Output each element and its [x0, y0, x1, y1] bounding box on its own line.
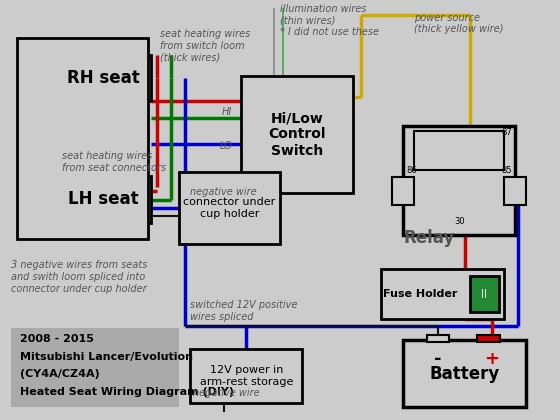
Text: switched 12V positive
wires spliced: switched 12V positive wires spliced [190, 300, 298, 322]
Text: -: - [434, 350, 441, 368]
Text: 30: 30 [454, 216, 464, 226]
Text: seat heating wires
from switch loom
(thick wires): seat heating wires from switch loom (thi… [160, 29, 250, 63]
Text: Mitsubishi Lancer/Evolution: Mitsubishi Lancer/Evolution [20, 352, 193, 362]
Text: illumination wires
(thin wires)
* I did not use these: illumination wires (thin wires) * I did … [280, 4, 379, 37]
Text: power source
(thick yellow wire): power source (thick yellow wire) [414, 13, 504, 34]
Text: +: + [484, 350, 500, 368]
FancyBboxPatch shape [403, 340, 526, 407]
Text: LH seat: LH seat [68, 191, 139, 208]
FancyBboxPatch shape [392, 177, 414, 205]
Text: 3 negative wires from seats
and swith loom spliced into
connector under cup hold: 3 negative wires from seats and swith lo… [11, 260, 148, 294]
Text: 85: 85 [502, 166, 512, 175]
FancyBboxPatch shape [11, 328, 179, 407]
Text: connector under
cup holder: connector under cup holder [184, 197, 276, 219]
Text: 86: 86 [406, 166, 417, 175]
Text: Heated Seat Wiring Diagram (DIY): Heated Seat Wiring Diagram (DIY) [20, 387, 234, 397]
Text: Relay: Relay [403, 229, 455, 247]
Text: 2008 - 2015: 2008 - 2015 [20, 334, 94, 344]
Text: ||: || [481, 289, 487, 299]
FancyBboxPatch shape [469, 276, 499, 312]
FancyBboxPatch shape [477, 335, 500, 342]
FancyBboxPatch shape [17, 38, 148, 239]
Text: LO: LO [220, 141, 232, 151]
Text: Battery: Battery [430, 365, 500, 383]
FancyBboxPatch shape [381, 269, 504, 319]
Text: Fuse Holder: Fuse Holder [383, 289, 458, 299]
Text: Hi/Low
Control
Switch: Hi/Low Control Switch [268, 111, 325, 158]
FancyBboxPatch shape [56, 55, 151, 101]
Text: negative wire: negative wire [193, 388, 260, 399]
FancyBboxPatch shape [190, 349, 302, 403]
FancyBboxPatch shape [56, 176, 151, 223]
FancyBboxPatch shape [403, 126, 515, 235]
FancyBboxPatch shape [179, 172, 280, 244]
Text: (CY4A/CZ4A): (CY4A/CZ4A) [20, 369, 99, 379]
Text: negative wire: negative wire [190, 187, 257, 197]
Text: HI: HI [222, 107, 232, 117]
FancyBboxPatch shape [414, 131, 504, 170]
FancyBboxPatch shape [504, 177, 526, 205]
Text: 12V power in
arm-rest storage: 12V power in arm-rest storage [200, 365, 293, 387]
FancyBboxPatch shape [241, 76, 353, 193]
Text: 87: 87 [502, 128, 512, 137]
Text: RH seat: RH seat [67, 69, 140, 87]
FancyBboxPatch shape [427, 335, 449, 342]
Text: seat heating wires
from seat connectors: seat heating wires from seat connectors [62, 151, 166, 173]
